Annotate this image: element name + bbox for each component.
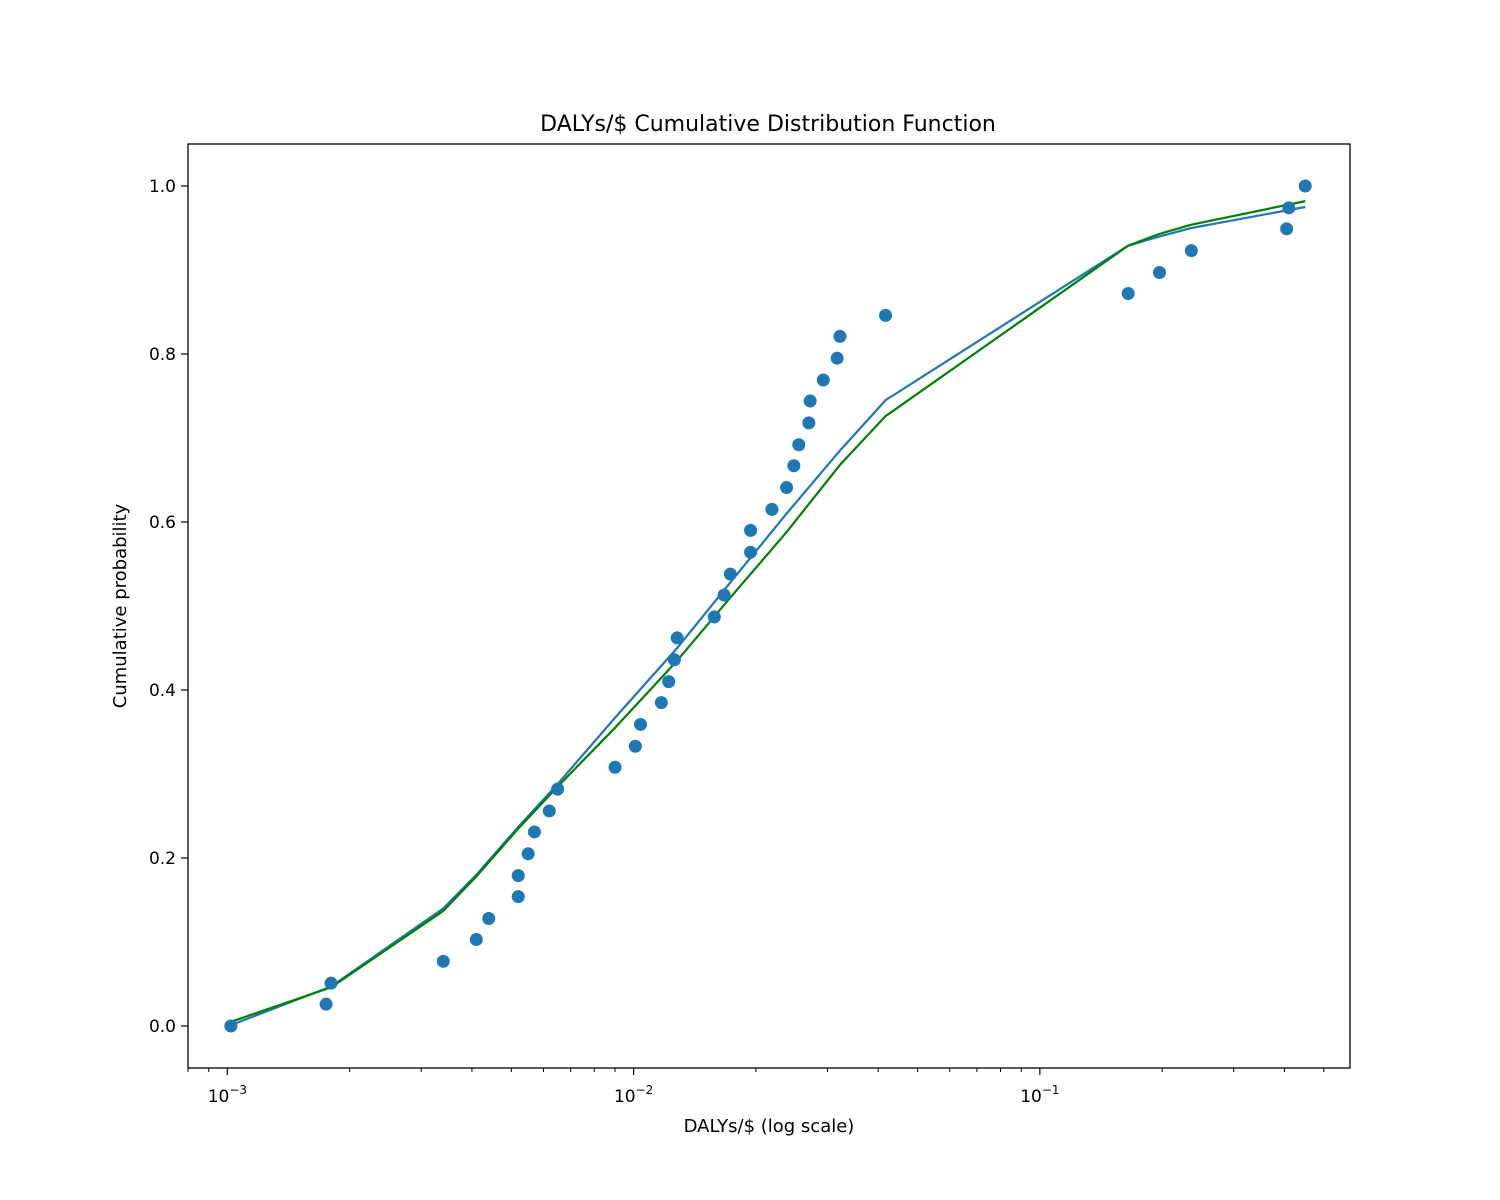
data-point bbox=[670, 631, 684, 645]
data-point bbox=[765, 502, 779, 516]
data-point bbox=[551, 782, 565, 796]
data-point bbox=[527, 825, 541, 839]
y-tick-label: 0.4 bbox=[149, 681, 176, 701]
data-point bbox=[803, 394, 817, 408]
data-point bbox=[482, 911, 496, 925]
y-tick-label: 0.8 bbox=[149, 345, 176, 365]
data-point bbox=[634, 717, 648, 731]
data-point bbox=[662, 675, 676, 689]
data-point bbox=[542, 804, 556, 818]
data-point bbox=[816, 373, 830, 387]
data-point bbox=[792, 438, 806, 452]
data-point bbox=[628, 739, 642, 753]
data-point bbox=[780, 481, 794, 495]
y-tick-label: 0.6 bbox=[149, 513, 176, 533]
data-point bbox=[1152, 266, 1166, 280]
axes-frame bbox=[187, 143, 1351, 1069]
data-point bbox=[511, 890, 525, 904]
data-point bbox=[830, 351, 844, 365]
y-tick-label: 0.0 bbox=[149, 1017, 176, 1037]
data-point bbox=[1184, 244, 1198, 258]
y-tick-label: 0.2 bbox=[149, 849, 176, 869]
data-point bbox=[608, 760, 622, 774]
data-point bbox=[1298, 179, 1312, 193]
axis-ticks: 10−3 10−2 10−10.00.20.40.60.81.0 bbox=[149, 177, 1325, 1107]
data-point bbox=[324, 976, 338, 990]
series-line-1 bbox=[230, 205, 1306, 1027]
data-point bbox=[879, 308, 893, 322]
data-point bbox=[319, 997, 333, 1011]
data-point bbox=[436, 954, 450, 968]
data-point bbox=[1121, 287, 1135, 301]
data-point bbox=[224, 1019, 238, 1033]
data-point bbox=[667, 653, 681, 667]
y-tick-label: 1.0 bbox=[149, 177, 176, 197]
data-point bbox=[1282, 201, 1296, 215]
chart-title: DALYs/$ Cumulative Distribution Function bbox=[540, 112, 996, 137]
series-line-2 bbox=[230, 200, 1306, 1023]
data-point bbox=[802, 416, 816, 430]
x-tick-label: 10−1 bbox=[1020, 1083, 1059, 1107]
data-point bbox=[511, 869, 525, 883]
data-point bbox=[707, 610, 721, 624]
x-axis-label: DALYs/$ (log scale) bbox=[684, 1116, 855, 1137]
data-point bbox=[469, 932, 483, 946]
y-axis-label: Cumulative probability bbox=[110, 503, 131, 708]
data-point bbox=[787, 459, 801, 473]
data-point bbox=[744, 523, 758, 537]
plot-area bbox=[224, 179, 1312, 1033]
data-point bbox=[521, 847, 535, 861]
data-point bbox=[1280, 222, 1294, 236]
data-point bbox=[833, 329, 847, 343]
data-point bbox=[654, 696, 668, 710]
data-point bbox=[717, 588, 731, 602]
data-point bbox=[723, 567, 737, 581]
data-point bbox=[744, 545, 758, 559]
